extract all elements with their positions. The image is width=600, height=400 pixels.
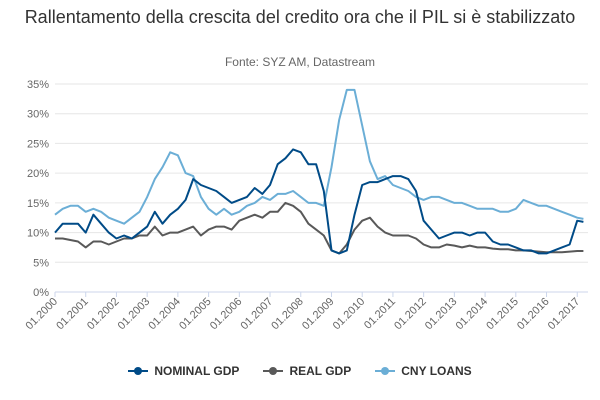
x-tick-label: 01.2016 [515,296,552,333]
legend-symbol [263,366,284,376]
x-tick-label: 01.2012 [392,296,429,333]
y-tick-label: 20% [27,168,49,180]
y-tick-label: 25% [27,138,49,150]
legend-item-cny-loans[interactable]: CNY LOANS [375,364,472,378]
legend-item-real-gdp[interactable]: REAL GDP [263,364,351,378]
legend-label: REAL GDP [289,364,352,378]
series-line-cny-loans[interactable] [54,88,584,225]
x-tick-label: 01.2001 [54,296,91,333]
legend-symbol [375,366,396,376]
y-tick-label: 5% [33,257,49,269]
y-tick-label: 35% [27,79,49,91]
x-tick-label: 01.2008 [269,296,306,333]
y-tick-label: 10% [27,228,49,240]
x-tick-label: 01.2010 [331,296,368,333]
series-line-real-gdp[interactable] [55,201,584,255]
x-tick-label: 01.2004 [146,296,183,333]
x-tick-label: 01.2011 [362,296,398,332]
x-tick-label: 01.2014 [454,296,491,333]
legend-symbol [128,366,149,376]
x-tick-label: 01.2000 [24,296,61,333]
x-tick-label: 01.2015 [484,296,521,333]
chart-subtitle: Fonte: SYZ AM, Datastream [224,55,376,69]
x-tick-label: 01.2009 [300,296,337,333]
x-tick-label: 01.2007 [239,296,276,333]
legend-item-nominal-gdp[interactable]: NOMINAL GDP [128,364,239,378]
y-tick-label: 15% [27,198,49,210]
x-tick-label: 01.2003 [116,296,153,333]
y-axis-ticks: 0% 5% 10% 15% 20% 25% 30% 35% [27,79,49,299]
grid-lines [55,83,588,293]
x-tick-label: 01.2005 [177,296,214,333]
x-tick-label: 01.2002 [85,296,122,333]
legend: NOMINAL GDP REAL GDP CNY LOANS [0,364,600,378]
x-tick-label: 01.2013 [423,296,460,333]
x-tick-label: 01.2006 [208,296,245,333]
x-axis-ticks: 01.200001.200101.200201.200301.200401.20… [24,291,588,333]
x-tick-label: 01.2017 [546,296,583,333]
y-tick-label: 30% [27,109,49,121]
legend-label: CNY LOANS [401,364,472,378]
y-tick-label: 0% [33,287,49,299]
chart-title: Rallentamento della crescita del credito… [24,7,576,27]
series-lines [54,88,584,255]
series-line-nominal-gdp[interactable] [54,148,584,255]
legend-label: NOMINAL GDP [154,364,240,378]
